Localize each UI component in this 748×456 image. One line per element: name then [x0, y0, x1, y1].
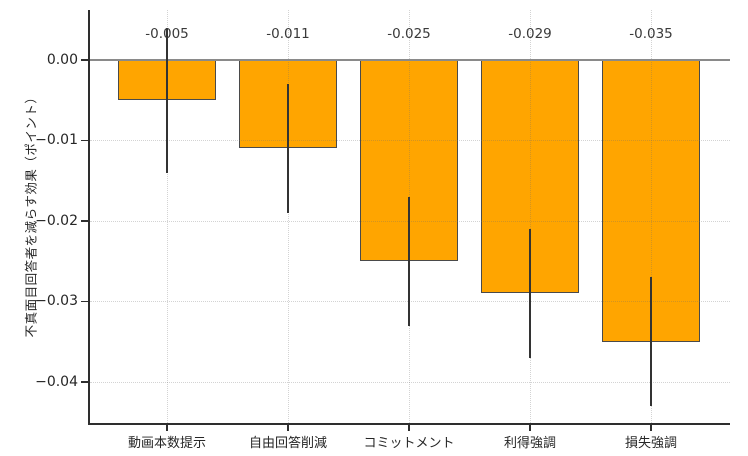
x-tick-label: 動画本数提示: [127, 436, 207, 451]
bar-value-label: -0.029: [508, 26, 552, 42]
bar-value-label: -0.035: [629, 26, 673, 42]
gridline-vertical: [167, 10, 168, 423]
gridline-vertical: [651, 10, 652, 423]
x-axis-tick-mark: [529, 424, 531, 431]
y-axis-tick-mark: [81, 220, 89, 222]
gridline-horizontal: [90, 140, 730, 142]
bar-value-label: -0.011: [266, 26, 310, 42]
error-bar: [408, 196, 410, 326]
gridline-horizontal: [90, 220, 730, 222]
y-axis-tick-mark: [81, 139, 89, 142]
error-bar: [650, 277, 652, 407]
x-tick-label: 自由回答削減: [248, 436, 328, 451]
bar-value-label: -0.025: [387, 26, 431, 42]
x-axis-tick-mark: [166, 424, 168, 431]
x-tick-label: 利得強調: [503, 436, 557, 451]
x-axis-spine: [88, 423, 730, 425]
bar-value-label: -0.005: [145, 26, 189, 42]
y-tick-label: −0.01: [35, 132, 78, 149]
y-axis-tick-mark: [81, 381, 89, 383]
y-tick-label: −0.03: [35, 293, 78, 310]
x-axis-tick-mark: [408, 424, 410, 431]
error-bar: [166, 27, 168, 173]
x-tick-label: 損失強調: [624, 436, 678, 451]
error-bar: [529, 228, 531, 358]
y-tick-label: −0.04: [35, 373, 78, 390]
y-axis-tick-mark: [81, 300, 89, 303]
zero-baseline: [90, 59, 730, 61]
gridline-horizontal: [90, 301, 730, 303]
y-tick-label: −0.02: [35, 212, 78, 229]
y-axis-spine: [88, 10, 90, 425]
y-axis-tick-mark: [81, 59, 89, 61]
x-axis-tick-mark: [287, 424, 289, 431]
x-axis-tick-mark: [650, 424, 652, 431]
gridline-vertical: [288, 10, 289, 423]
x-tick-label: コミットメント: [363, 436, 455, 451]
y-tick-label: 0.00: [46, 51, 78, 68]
error-bar: [287, 84, 289, 213]
gridline-horizontal: [90, 381, 730, 383]
gridline-vertical: [530, 10, 531, 423]
